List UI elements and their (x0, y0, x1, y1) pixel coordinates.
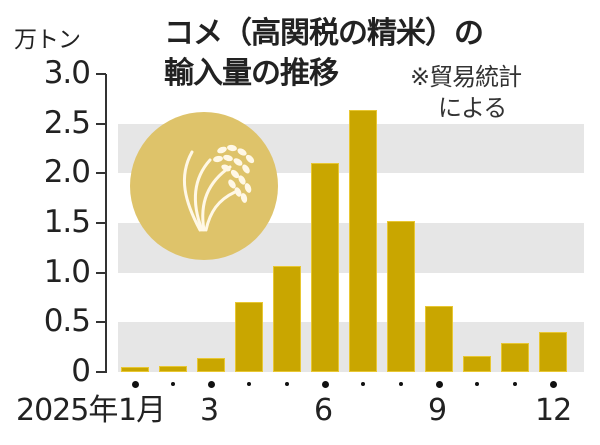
bar-1 (121, 367, 149, 372)
major-month-dot (131, 380, 139, 388)
x-axis-label-sep: 9 (428, 393, 447, 428)
y-axis-tick (96, 321, 106, 324)
y-axis-tick-label: 0 (71, 353, 91, 389)
bar-6 (311, 163, 339, 372)
y-axis-tick (96, 271, 106, 274)
bar-2 (159, 366, 187, 372)
y-axis-tick-label: 0.5 (43, 303, 91, 340)
y-axis-tick-label: 3.0 (43, 55, 91, 92)
minor-month-dot (171, 382, 175, 386)
x-axis-label-mar: 3 (200, 393, 219, 428)
rice-plant-icon (130, 112, 278, 260)
bar-9 (425, 306, 453, 372)
source-note: ※貿易統計 による (410, 62, 522, 124)
y-axis-tick-label: 1.0 (43, 253, 91, 290)
bar-8 (387, 221, 415, 372)
bar-4 (235, 302, 263, 372)
x-axis-label-jun: 6 (314, 393, 333, 428)
bar-10 (463, 356, 491, 372)
y-axis-tick-label: 2.5 (43, 104, 91, 141)
major-month-dot (207, 380, 215, 388)
source-note-line-2: による (438, 94, 507, 122)
major-month-dot (549, 380, 557, 388)
y-axis-tick (96, 371, 106, 373)
major-month-dot (321, 380, 329, 388)
x-axis-label-jan: 1月 (118, 393, 166, 428)
chart-title-line-2: 輸入量の推移 (164, 56, 339, 91)
y-axis-tick (96, 122, 106, 125)
bar-12 (539, 332, 567, 372)
y-axis-tick (96, 222, 106, 225)
y-axis-tick (96, 172, 106, 175)
bar-3 (197, 358, 225, 372)
y-axis-unit-label: 万トン (14, 27, 81, 53)
bar-11 (501, 343, 529, 372)
major-month-dot (435, 380, 443, 388)
bar-7 (349, 109, 377, 372)
x-axis-label-dec: 12 (535, 393, 572, 428)
minor-month-dot (247, 382, 251, 386)
minor-month-dot (513, 382, 517, 386)
source-note-line-1: ※貿易統計 (410, 63, 522, 91)
minor-month-dot (399, 382, 403, 386)
x-axis-year-label: 2025年 (16, 393, 118, 428)
bar-5 (273, 265, 301, 372)
minor-month-dot (475, 382, 479, 386)
minor-month-dot (285, 382, 289, 386)
y-axis-tick (96, 73, 106, 76)
y-axis-tick-label: 2.0 (43, 154, 91, 191)
minor-month-dot (361, 382, 365, 386)
y-axis-tick-label: 1.5 (43, 204, 91, 241)
chart-title: コメ（高関税の精米）の 輸入量の推移 (164, 14, 484, 94)
y-axis-line (105, 74, 107, 373)
chart-title-line-1: コメ（高関税の精米）の (164, 16, 484, 51)
